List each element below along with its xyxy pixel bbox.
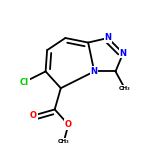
Text: N: N: [91, 67, 98, 76]
Text: CH₃: CH₃: [58, 139, 70, 144]
Text: CH₃: CH₃: [119, 86, 131, 91]
Text: N: N: [120, 49, 127, 58]
Text: Cl: Cl: [20, 78, 29, 87]
Text: O: O: [30, 111, 37, 120]
Text: O: O: [65, 120, 72, 129]
Text: N: N: [104, 33, 111, 43]
